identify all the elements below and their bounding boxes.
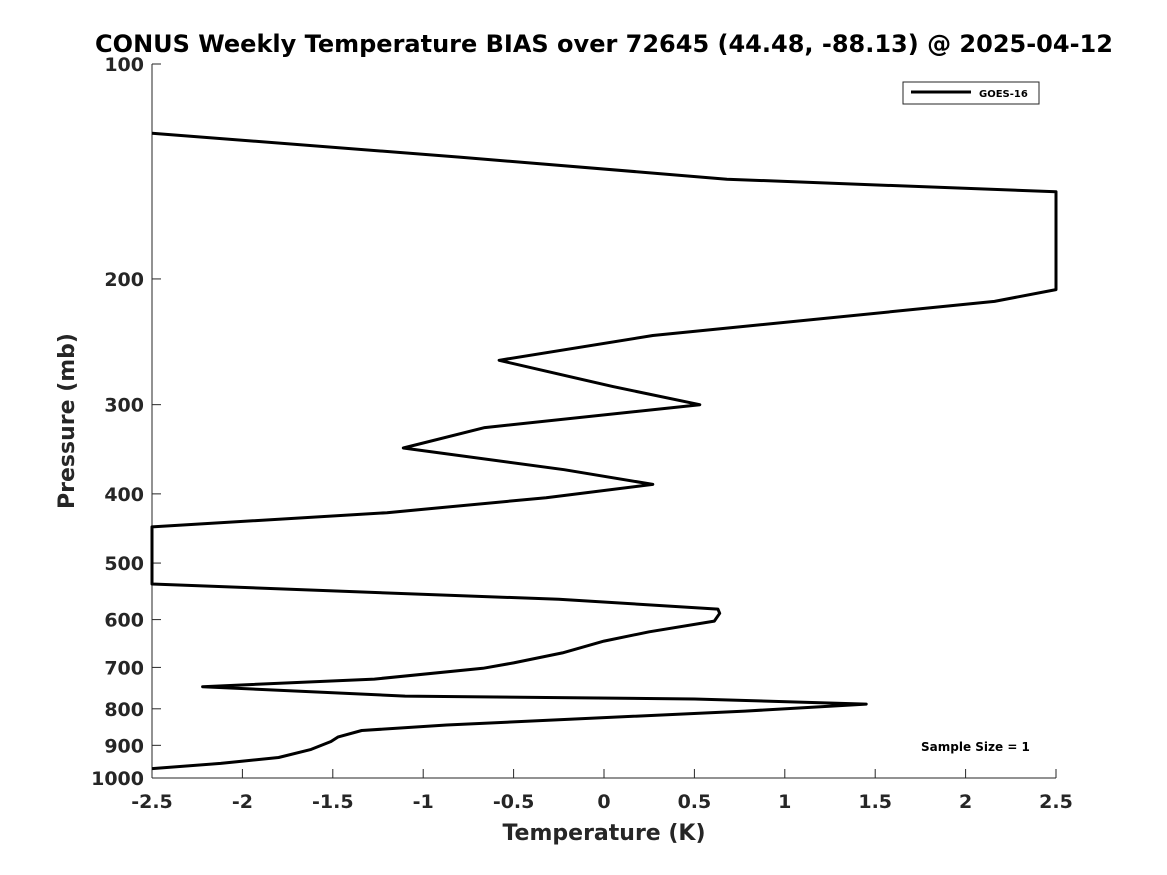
legend-label: GOES-16	[979, 89, 1028, 100]
x-tick-label: 1	[778, 791, 791, 813]
y-tick-label: 200	[104, 269, 144, 291]
y-tick-label: 500	[104, 553, 144, 575]
y-axis: 100 200 300 400 500 600 700 800 900 1000	[91, 54, 161, 790]
x-tick-label: -1	[413, 791, 434, 813]
y-tick-label: 900	[104, 735, 144, 757]
y-tick-label: 100	[104, 54, 144, 76]
x-tick-label: 2.5	[1039, 791, 1073, 813]
x-tick-label: -0.5	[493, 791, 535, 813]
y-tick-label: 800	[104, 699, 144, 721]
chart-title: CONUS Weekly Temperature BIAS over 72645…	[95, 30, 1113, 58]
x-tick-label: 0	[597, 791, 610, 813]
x-tick-label: -2.5	[131, 791, 173, 813]
y-axis-label: Pressure (mb)	[55, 333, 80, 509]
series-line-goes-16	[150, 131, 1058, 771]
x-tick-label: 0.5	[678, 791, 712, 813]
x-axis: -2.5 -2 -1.5 -1 -0.5 0 0.5 1 1.5 2 2.5	[131, 769, 1073, 813]
x-tick-label: -2	[232, 791, 253, 813]
x-tick-label: 1.5	[858, 791, 892, 813]
x-tick-label: -1.5	[312, 791, 354, 813]
sample-size-annotation: Sample Size = 1	[921, 740, 1030, 754]
legend: GOES-16	[902, 81, 1040, 105]
y-tick-label: 1000	[91, 768, 144, 790]
x-axis-label: Temperature (K)	[502, 821, 705, 846]
y-tick-label: 400	[104, 484, 144, 506]
y-tick-label: 700	[104, 657, 144, 679]
y-tick-label: 300	[104, 395, 144, 417]
plot-area	[150, 131, 1058, 771]
x-tick-label: 2	[959, 791, 972, 813]
y-tick-label: 600	[104, 610, 144, 632]
